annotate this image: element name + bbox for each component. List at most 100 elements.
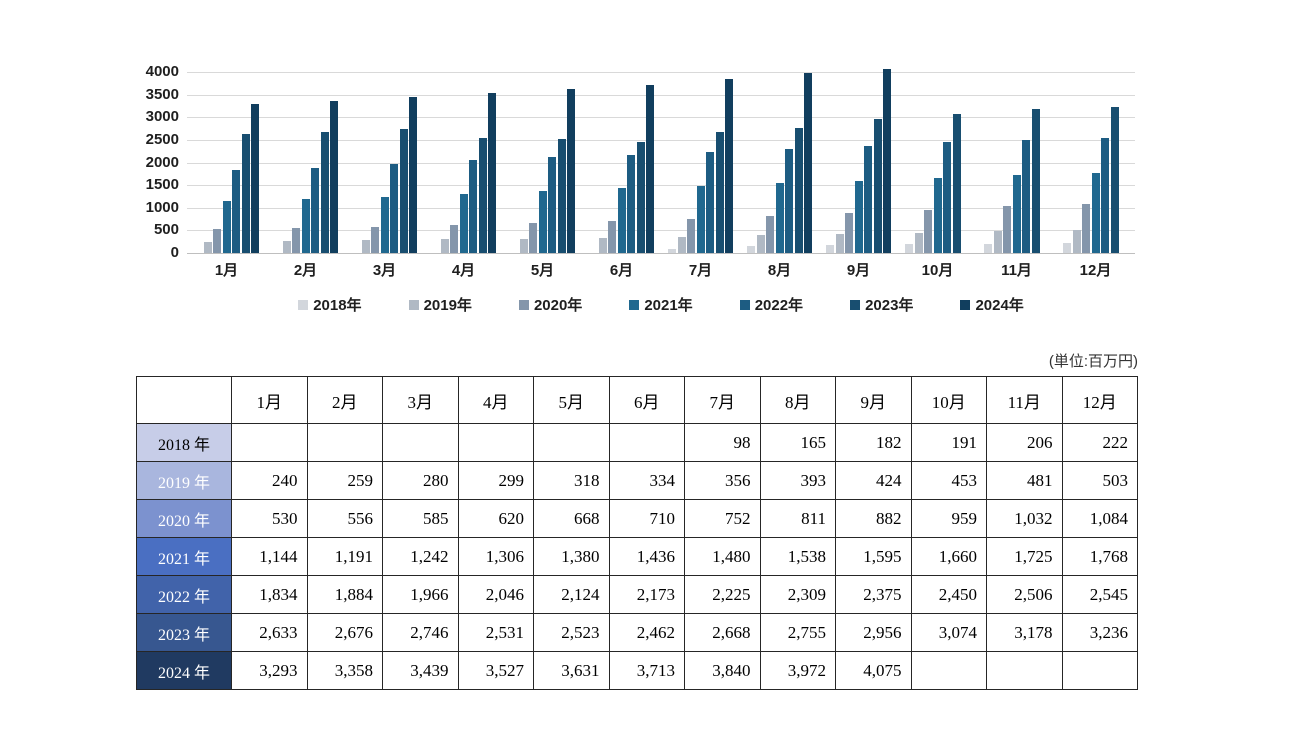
bar-2019年-7月 <box>677 236 686 253</box>
table-row-2023年: 2023 年 2,633 2,676 2,746 2,531 2,523 2,462 2,66… <box>136 613 1138 652</box>
y-tick-label: 3500 <box>145 85 179 103</box>
table-cell-2023年-9月: 2,956 <box>835 613 912 652</box>
table-cell-2019年-7月: 356 <box>684 461 761 500</box>
table-column-header-2月: 2月 <box>306 376 383 424</box>
legend-item-2020年: 2020年 <box>518 294 582 315</box>
x-axis-label-3月: 3月 <box>372 262 397 279</box>
legend-item-2022年: 2022年 <box>739 294 803 315</box>
table-cell-2019年-10月: 453 <box>910 461 987 500</box>
chart-group-5月 <box>503 72 582 253</box>
y-tick-label: 1500 <box>145 176 179 194</box>
legend-label: 2023年 <box>865 297 914 314</box>
legend-swatch-icon <box>960 299 971 310</box>
x-axis-label-6月: 6月 <box>609 262 634 279</box>
table-cell-2020年-3月: 585 <box>382 499 459 538</box>
table-cell-2023年-4月: 2,531 <box>457 613 534 652</box>
legend-label: 2019年 <box>423 297 472 314</box>
chart-groups <box>187 68 1135 253</box>
gridline <box>187 162 1135 164</box>
x-axis-label-8月: 8月 <box>767 262 792 279</box>
bar-2019年-4月 <box>440 239 449 253</box>
legend-swatch-icon <box>850 299 861 310</box>
bar-2019年-8月 <box>756 235 765 253</box>
bar-2021年-7月 <box>696 186 705 253</box>
table-row-header-2018年: 2018 年 <box>136 423 232 462</box>
bar-2021年-3月 <box>380 196 389 253</box>
legend-swatch-icon <box>518 299 529 310</box>
monthly-sales-bar-chart: 4000 3500 3000 2500 2000 1500 1000 500 0 1月 2月 3月 4… <box>135 58 1150 328</box>
bar-2024年-5月 <box>567 88 575 253</box>
table-column-header-6月: 6月 <box>608 376 685 424</box>
table-cell-2021年-8月: 1,538 <box>759 537 836 576</box>
gridline <box>187 139 1135 141</box>
table-cell-2018年-8月: 165 <box>759 423 836 462</box>
bar-2023年-10月 <box>952 113 961 253</box>
bar-2022年-12月 <box>1101 137 1109 253</box>
bar-2023年-6月 <box>636 141 645 253</box>
table-cell-2018年-11月: 206 <box>986 423 1063 462</box>
table-column-header-12月: 12月 <box>1061 376 1138 424</box>
table-cell-2018年-7月: 98 <box>684 423 761 462</box>
chart-group-6月 <box>582 72 661 253</box>
chart-x-axis: 1月 2月 3月 4月 5月 6月 7月 8月 9月 10月 11月 12月 <box>187 259 1135 280</box>
table-row-header-2022年: 2022 年 <box>136 575 232 614</box>
bar-2018年-8月 <box>747 245 755 253</box>
table-cell-2019年-2月: 259 <box>306 461 383 500</box>
x-axis-label-9月: 9月 <box>846 262 871 279</box>
bar-2024年-6月 <box>646 85 654 253</box>
table-cell-2020年-8月: 811 <box>759 499 836 538</box>
data-table-section: (単位:百万円) 1月 2月 3月 4月 5月 6月 7月 8月 9月 10月 11月 12月 201… <box>136 350 1138 690</box>
bar-2019年-9月 <box>835 233 844 253</box>
bar-2021年-8月 <box>775 183 784 253</box>
bar-2021年-5月 <box>538 190 547 253</box>
legend-label: 2021年 <box>644 297 693 314</box>
table-cell-2021年-5月: 1,380 <box>533 537 610 576</box>
table-cell-2024年-12月 <box>1061 651 1138 690</box>
legend-label: 2018年 <box>313 297 362 314</box>
table-cell-2019年-4月: 299 <box>457 461 534 500</box>
table-cell-2018年-9月: 182 <box>835 423 912 462</box>
table-cell-2018年-4月 <box>457 423 534 462</box>
table-cell-2021年-6月: 1,436 <box>608 537 685 576</box>
table-cell-2021年-2月: 1,191 <box>306 537 383 576</box>
bar-2023年-12月 <box>1110 106 1119 253</box>
table-cell-2022年-9月: 2,375 <box>835 575 912 614</box>
table-cell-2024年-8月: 3,972 <box>759 651 836 690</box>
table-cell-2019年-1月: 240 <box>231 461 308 500</box>
table-cell-2024年-11月 <box>986 651 1063 690</box>
bar-2021年-6月 <box>617 188 626 253</box>
table-cell-2023年-8月: 2,755 <box>759 613 836 652</box>
gridline <box>187 117 1135 119</box>
gridline <box>187 185 1135 187</box>
table-cell-2020年-11月: 1,032 <box>986 499 1063 538</box>
bar-2022年-2月 <box>311 167 319 253</box>
bar-2020年-6月 <box>608 220 616 253</box>
table-cell-2021年-4月: 1,306 <box>457 537 534 576</box>
bar-2024年-7月 <box>725 79 733 253</box>
bar-2022年-11月 <box>1022 139 1030 253</box>
table-cell-2023年-7月: 2,668 <box>684 613 761 652</box>
bar-2020年-3月 <box>371 226 379 253</box>
table-cell-2023年-1月: 2,633 <box>231 613 308 652</box>
bar-2020年-4月 <box>450 224 458 253</box>
y-tick-label: 3000 <box>145 108 179 126</box>
legend-swatch-icon <box>408 299 419 310</box>
x-axis-label-11月: 11月 <box>1001 262 1032 279</box>
table-row-header-2021年: 2021 年 <box>136 537 232 576</box>
bar-2018年-7月 <box>668 248 676 253</box>
table-row-2018年: 2018 年 98 165 182 191 206 222 <box>136 423 1138 462</box>
bar-2021年-10月 <box>933 177 942 253</box>
bar-2019年-12月 <box>1072 230 1081 253</box>
table-row-header-2023年: 2023 年 <box>136 613 232 652</box>
table-cell-2023年-12月: 3,236 <box>1061 613 1138 652</box>
legend-item-2018年: 2018年 <box>298 294 362 315</box>
bar-2019年-2月 <box>282 241 291 253</box>
bar-2023年-8月 <box>794 128 803 253</box>
table-column-header-7月: 7月 <box>684 376 761 424</box>
x-axis-label-2月: 2月 <box>293 262 318 279</box>
chart-group-8月 <box>740 72 819 253</box>
gridline <box>187 94 1135 96</box>
bar-2018年-9月 <box>826 244 834 253</box>
bar-2023年-1月 <box>241 133 250 253</box>
x-axis-label-10月: 10月 <box>921 262 954 279</box>
